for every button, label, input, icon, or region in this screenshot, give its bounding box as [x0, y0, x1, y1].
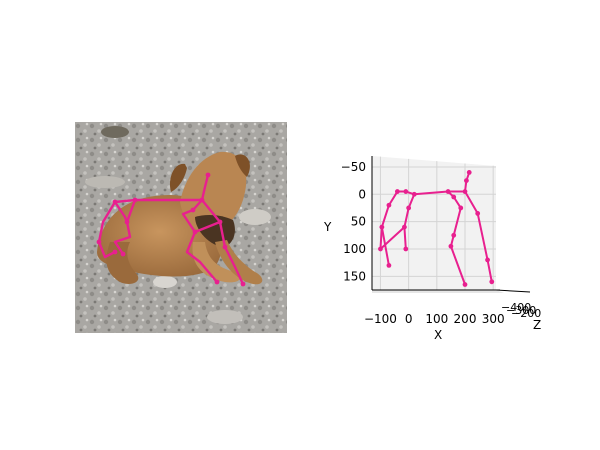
bone: [486, 258, 493, 283]
y-tick-label: 0: [358, 187, 366, 201]
joint-point: [485, 257, 490, 263]
x-ticks: −100 0 100 200 300: [364, 312, 505, 326]
joint-point: [394, 189, 400, 194]
x-tick-label: 0: [405, 312, 413, 326]
joint-point: [403, 246, 409, 252]
z-axis-label: Z: [533, 318, 541, 332]
bone: [379, 226, 406, 250]
joint-point: [379, 224, 385, 230]
joint-point: [475, 211, 481, 216]
x-tick-label: 200: [454, 312, 477, 326]
joint-point: [451, 232, 457, 238]
y-tick-label: −50: [341, 160, 366, 174]
x-axis-label: X: [434, 328, 442, 342]
z-axis-line: [495, 289, 531, 293]
joint-point: [448, 243, 454, 249]
joint-point: [445, 189, 451, 194]
y-axis-label: Y: [323, 220, 332, 234]
joint-point: [411, 191, 417, 197]
joint-point: [386, 262, 392, 268]
x-tick-label: 300: [482, 312, 505, 326]
bone: [403, 226, 407, 250]
joint-point: [466, 170, 472, 175]
joint-point: [403, 189, 409, 194]
back-pane: [372, 156, 496, 290]
joint-point: [406, 205, 412, 211]
joint-point: [489, 279, 495, 285]
y-ticks: −50 0 50 100 150: [341, 160, 366, 283]
z-ticks: −400−300−200: [501, 301, 541, 320]
y-tick-label: 100: [343, 242, 366, 256]
joint-point: [458, 205, 464, 211]
floor-pane: [372, 290, 504, 293]
bone: [380, 204, 390, 229]
dog-photo-image: [75, 122, 287, 333]
joint-point: [402, 224, 407, 230]
y-tick-label: 50: [351, 215, 366, 229]
bone: [387, 190, 399, 207]
x-tick-label: 100: [425, 312, 448, 326]
joint-point: [378, 246, 383, 252]
joint-point: [451, 194, 457, 200]
pose-3d-plot: −50 0 50 100 150 −100 0 100 200 300 −400 −300 −200…: [300, 140, 600, 350]
z-tick-label: −300: [506, 304, 536, 317]
joint-point: [462, 282, 468, 287]
bone: [407, 193, 416, 209]
dog-photo: [75, 122, 287, 333]
x-tick-label: −100: [364, 312, 397, 326]
bone: [449, 245, 466, 286]
bone: [403, 206, 410, 229]
pose-joints-2d: [96, 172, 246, 287]
bone: [464, 190, 479, 215]
pose-joints-3d: [378, 170, 495, 287]
joint-point: [462, 189, 468, 194]
pose-3d-plot-svg: −50 0 50 100 150 −100 0 100 200 300 −400−300−200…: [323, 156, 541, 342]
bone: [380, 226, 390, 267]
bone: [413, 190, 450, 196]
y-tick-label: 150: [343, 269, 366, 283]
z-tick-label: −200: [511, 307, 541, 320]
joint-point: [464, 178, 469, 184]
z-tick-label: −400: [501, 301, 531, 314]
bone: [452, 206, 462, 237]
bone: [476, 212, 489, 261]
joint-point: [386, 202, 392, 208]
